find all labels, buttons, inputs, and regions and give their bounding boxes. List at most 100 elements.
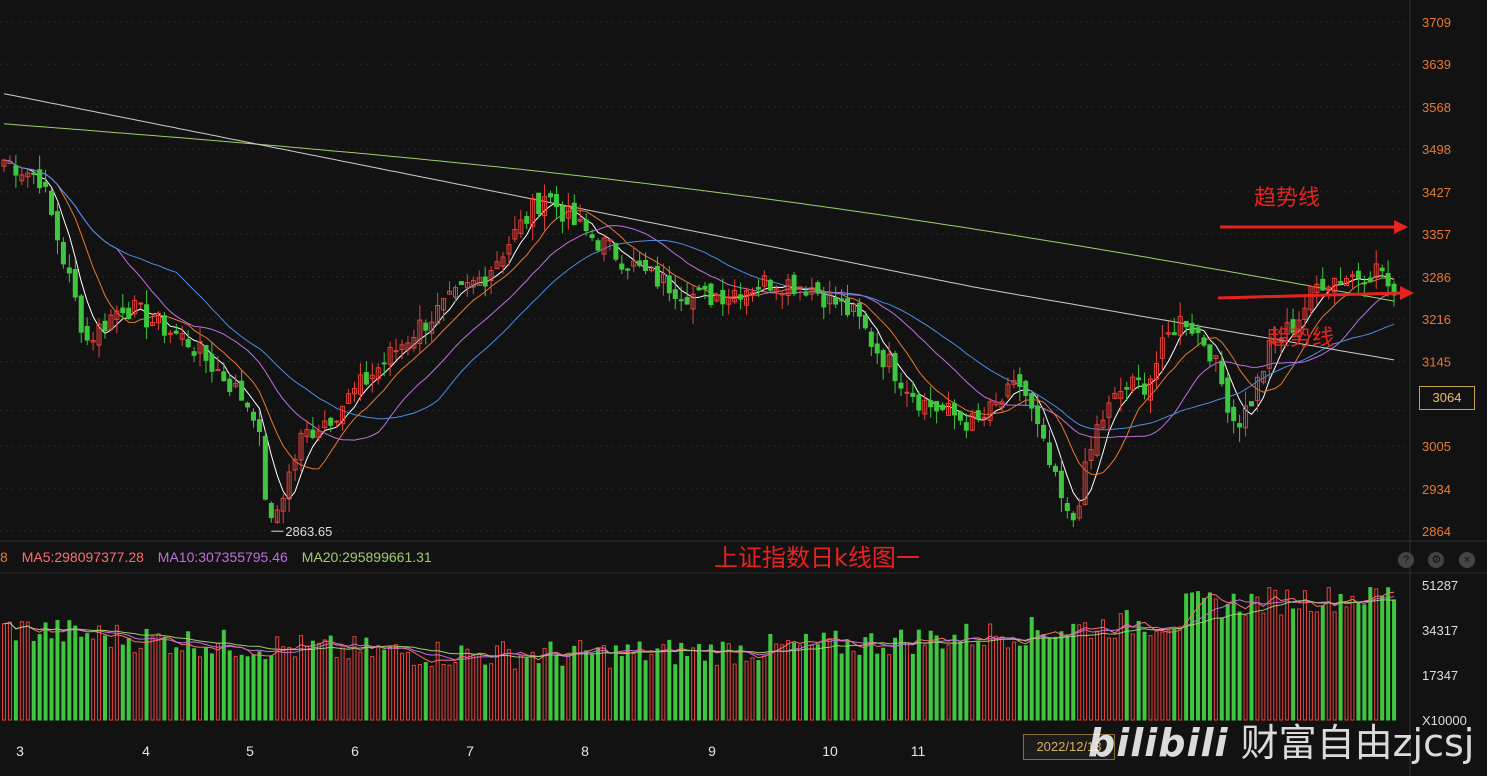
candle-body bbox=[167, 332, 173, 335]
volume-bar bbox=[1392, 599, 1397, 721]
ma-line bbox=[3, 159, 1395, 475]
volume-bar bbox=[744, 660, 749, 721]
candle-body bbox=[946, 402, 952, 416]
volume-bar bbox=[1196, 591, 1201, 721]
date-axis: 3 4 5 6 7 8 9 10 11 bbox=[16, 743, 925, 759]
volume-bar bbox=[1386, 587, 1391, 721]
volume-bar bbox=[352, 636, 357, 721]
volume-bar bbox=[156, 633, 161, 721]
candle-body bbox=[500, 256, 506, 267]
candle-body bbox=[690, 293, 696, 310]
candle-body bbox=[405, 342, 411, 351]
volume-bar bbox=[215, 642, 220, 721]
candle-body bbox=[536, 192, 542, 214]
volume-bar bbox=[186, 631, 191, 721]
volume-bar bbox=[530, 651, 535, 721]
candle-body bbox=[72, 269, 78, 298]
volume-bar bbox=[1095, 630, 1100, 721]
volume-bar bbox=[1047, 638, 1052, 721]
volume-bar bbox=[726, 643, 731, 721]
volume-bar bbox=[1302, 590, 1307, 721]
volume-bar bbox=[500, 641, 505, 721]
volume-bar bbox=[1219, 617, 1224, 721]
volume-bar bbox=[180, 650, 185, 721]
candle-body bbox=[470, 279, 476, 288]
candle-body bbox=[114, 310, 120, 320]
candle-body bbox=[1076, 505, 1082, 519]
price-tick-label: 3498 bbox=[1422, 142, 1451, 157]
volume-bar bbox=[988, 623, 993, 721]
volume-bar bbox=[1023, 645, 1028, 721]
candle-body bbox=[399, 344, 405, 351]
candle-body bbox=[993, 401, 999, 406]
candle-body bbox=[571, 202, 577, 226]
volume-bar bbox=[1291, 608, 1296, 721]
volume-bar bbox=[774, 643, 779, 721]
volume-bar bbox=[1350, 595, 1355, 721]
volume-bar bbox=[922, 644, 927, 721]
candle-body bbox=[1225, 377, 1231, 413]
watermark: bilibili 财富自由zjcsj bbox=[1088, 712, 1474, 767]
candle-body bbox=[880, 350, 886, 368]
volume-bar bbox=[382, 649, 387, 721]
volume-bar bbox=[780, 644, 785, 721]
ma20-value: MA20:295899661.31 bbox=[301, 549, 432, 565]
volume-bar bbox=[376, 645, 381, 721]
volume-bar bbox=[566, 654, 571, 721]
candle-body bbox=[1332, 277, 1338, 293]
volume-bar bbox=[1201, 597, 1206, 721]
volume-bar bbox=[91, 638, 96, 721]
candle-body bbox=[827, 292, 833, 305]
candle-body bbox=[250, 411, 256, 421]
volume-bar bbox=[1285, 589, 1290, 721]
candle-body bbox=[346, 393, 352, 405]
low-annotation: 2863.65 bbox=[271, 524, 332, 539]
volume-bar bbox=[1320, 605, 1325, 721]
volume-bar bbox=[691, 647, 696, 721]
volume-bar bbox=[857, 654, 862, 721]
volume-bar bbox=[1071, 623, 1076, 721]
candle-body bbox=[138, 302, 144, 305]
candle-body bbox=[1148, 378, 1154, 401]
volume-bar bbox=[685, 655, 690, 721]
candle-body bbox=[458, 281, 464, 286]
volume-bar bbox=[31, 640, 36, 721]
help-icon[interactable]: ? bbox=[1398, 552, 1414, 568]
volume-bar bbox=[1077, 624, 1082, 721]
candle-body bbox=[607, 239, 613, 242]
volume-bar bbox=[851, 650, 856, 721]
price-tick-label: 3216 bbox=[1422, 312, 1451, 327]
close-icon[interactable]: × bbox=[1458, 552, 1475, 568]
candle-body bbox=[1142, 383, 1148, 395]
volume-bar bbox=[435, 641, 440, 721]
date-tick-label: 11 bbox=[911, 743, 926, 759]
volume-bar bbox=[423, 662, 428, 721]
date-tick-label: 9 bbox=[708, 743, 716, 759]
volume-bar bbox=[596, 647, 601, 721]
candle-body bbox=[981, 416, 987, 419]
candle-body bbox=[506, 244, 512, 255]
volume-bar bbox=[542, 647, 547, 721]
price-tick-label: 3427 bbox=[1422, 185, 1451, 200]
candle-body bbox=[684, 297, 690, 305]
volume-bar bbox=[37, 634, 42, 721]
price-tick-label: 3709 bbox=[1422, 15, 1451, 30]
price-grid bbox=[0, 21, 1410, 532]
volume-bar bbox=[85, 633, 90, 721]
candle-body bbox=[660, 273, 666, 284]
volume-bar bbox=[863, 637, 868, 721]
volume-bar bbox=[869, 633, 874, 721]
volume-bar bbox=[887, 654, 892, 721]
candle-body bbox=[738, 294, 744, 300]
gear-icon[interactable]: ⚙ bbox=[1428, 552, 1445, 568]
candle-body bbox=[239, 380, 245, 401]
candle-body bbox=[1308, 286, 1314, 311]
volume-bar bbox=[1112, 637, 1117, 721]
date-tick-label: 5 bbox=[246, 743, 254, 759]
volume-bar bbox=[489, 663, 494, 721]
trend-label-lower: 趋势线 bbox=[1268, 326, 1335, 351]
candle-body bbox=[155, 312, 161, 324]
candle-body bbox=[1136, 377, 1142, 381]
volume-bar bbox=[13, 640, 18, 721]
volume-bar bbox=[899, 629, 904, 721]
